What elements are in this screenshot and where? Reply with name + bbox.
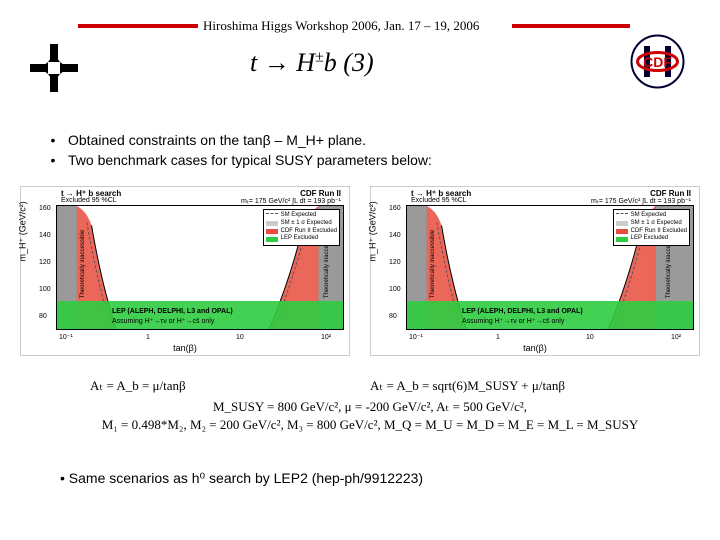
chart-legend: SM Expected SM ± 1 σ Expected CDF Run II… xyxy=(613,209,690,246)
ytick: 80 xyxy=(389,313,397,320)
equation-lhs: t → H xyxy=(250,48,315,77)
legend-text: SM ± 1 σ Expected xyxy=(281,220,332,228)
chart-sub-l: Excluded 95 %CL xyxy=(411,197,467,204)
params-line-2: M₁ = 0.498*M₂, M₂ = 200 GeV/c², M₃ = 800… xyxy=(40,416,700,434)
lep-label: LEP (ALEPH, DELPHI, L3 and OPAL) xyxy=(112,308,233,315)
red-bar-left xyxy=(78,24,198,28)
ytick: 100 xyxy=(389,286,401,293)
equation-rhs: b (3) xyxy=(324,48,374,77)
xtick: 10² xyxy=(671,334,681,341)
ytick: 160 xyxy=(39,205,51,212)
xtick: 10 xyxy=(236,334,244,341)
ytick: 140 xyxy=(389,232,401,239)
parameter-block: M_SUSY = 800 GeV/c², μ = -200 GeV/c², Aₜ… xyxy=(40,398,700,434)
legend-text: SM Expected xyxy=(631,212,667,220)
chart-legend: SM Expected SM ± 1 σ Expected CDF Run II… xyxy=(263,209,340,246)
legend-row: SM ± 1 σ Expected xyxy=(616,220,687,228)
chart-sub-l: Excluded 95 %CL xyxy=(61,197,117,204)
final-bullet: • Same scenarios as h⁰ search by LEP2 (h… xyxy=(60,470,423,487)
lep-sublabel: Assuming H⁺→τν or H⁺→cs̄ only xyxy=(462,317,564,325)
slide-header: Hiroshima Higgs Workshop 2006, Jan. 17 –… xyxy=(0,0,720,80)
header-title: Hiroshima Higgs Workshop 2006, Jan. 17 –… xyxy=(203,18,479,34)
svg-text:CDF: CDF xyxy=(643,54,672,70)
xtick: 10⁻¹ xyxy=(59,333,73,341)
lep-label: LEP (ALEPH, DELPHI, L3 and OPAL) xyxy=(462,308,583,315)
cdf-logo-icon: CDF xyxy=(630,34,685,89)
ytick: 100 xyxy=(39,286,51,293)
exclusion-chart-left: t → H⁺ b search CDF Run II Excluded 95 %… xyxy=(20,186,350,356)
bullet-2-text: Two benchmark cases for typical SUSY par… xyxy=(68,152,432,168)
legend-row: SM Expected xyxy=(266,212,337,220)
lep-sublabel: Assuming H⁺→τν or H⁺→cs̄ only xyxy=(112,317,214,325)
caption-left: Aₜ = A_b = μ/tanβ xyxy=(90,378,370,394)
legend-text: LEP Excluded xyxy=(631,235,669,243)
ytick: 120 xyxy=(389,259,401,266)
xtick: 1 xyxy=(146,334,150,341)
chart-sub-r: mₜ= 175 GeV/c² ∫L dt = 193 pb⁻¹ xyxy=(241,197,341,205)
legend-text: CDF Run II Excluded xyxy=(281,228,337,236)
bullet-1-text: Obtained constraints on the tanβ – M_H+ … xyxy=(68,132,366,148)
xtick: 10² xyxy=(321,334,331,341)
ytick: 80 xyxy=(39,313,47,320)
ylabel: m_H⁺ (GeV/c²) xyxy=(18,201,29,261)
ytick: 160 xyxy=(389,205,401,212)
legend-row: SM ± 1 σ Expected xyxy=(266,220,337,228)
ytick: 120 xyxy=(39,259,51,266)
th-label-left: Theoretically inaccessible xyxy=(430,230,436,298)
legend-row: CDF Run II Excluded xyxy=(616,228,687,236)
legend-text: SM Expected xyxy=(281,212,317,220)
th-label-left: Theoretically inaccessible xyxy=(80,230,86,298)
legend-text: CDF Run II Excluded xyxy=(631,228,687,236)
legend-row: LEP Excluded xyxy=(616,235,687,243)
bullet-list: •Obtained constraints on the tanβ – M_H+… xyxy=(38,132,432,172)
chart-sub-r: mₜ= 175 GeV/c² ∫L dt = 193 pb⁻¹ xyxy=(591,197,691,205)
params-line-1: M_SUSY = 800 GeV/c², μ = -200 GeV/c², Aₜ… xyxy=(40,398,700,416)
legend-text: SM ± 1 σ Expected xyxy=(631,220,682,228)
bullet-1: •Obtained constraints on the tanβ – M_H+… xyxy=(38,132,432,148)
xlabel: tan(β) xyxy=(173,343,197,353)
chart-area: LEP (ALEPH, DELPHI, L3 and OPAL) Assumin… xyxy=(56,205,344,330)
legend-row: SM Expected xyxy=(616,212,687,220)
bullet-2: •Two benchmark cases for typical SUSY pa… xyxy=(38,152,432,168)
ytick: 140 xyxy=(39,232,51,239)
caption-right: Aₜ = A_b = sqrt(6)M_SUSY + μ/tanβ xyxy=(370,378,700,394)
equation-sup: ± xyxy=(315,48,324,65)
equation: t → H±b (3) xyxy=(250,48,374,78)
legend-row: LEP Excluded xyxy=(266,235,337,243)
charts-row: t → H⁺ b search CDF Run II Excluded 95 %… xyxy=(20,186,700,356)
caption-row: Aₜ = A_b = μ/tanβ Aₜ = A_b = sqrt(6)M_SU… xyxy=(90,378,700,394)
legend-row: CDF Run II Excluded xyxy=(266,228,337,236)
exclusion-chart-right: t → H⁺ b search CDF Run II Excluded 95 %… xyxy=(370,186,700,356)
fermilab-logo-icon xyxy=(30,44,78,92)
red-bar-right xyxy=(512,24,630,28)
final-bullet-text: Same scenarios as h⁰ search by LEP2 (hep… xyxy=(69,470,423,486)
xtick: 1 xyxy=(496,334,500,341)
chart-area: LEP (ALEPH, DELPHI, L3 and OPAL) Assumin… xyxy=(406,205,694,330)
xtick: 10⁻¹ xyxy=(409,333,423,341)
legend-text: LEP Excluded xyxy=(281,235,319,243)
xlabel: tan(β) xyxy=(523,343,547,353)
xtick: 10 xyxy=(586,334,594,341)
ylabel: m_H⁺ (GeV/c²) xyxy=(368,201,379,261)
